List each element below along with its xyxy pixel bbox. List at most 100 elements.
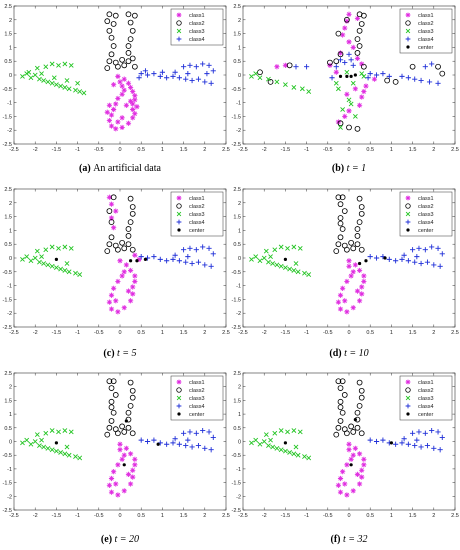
class3-marker (266, 76, 271, 82)
class4-marker (170, 256, 176, 262)
class1-marker (335, 482, 341, 488)
x-tick-label: 1 (161, 147, 164, 153)
class1-marker (346, 39, 352, 45)
class4-marker (337, 57, 344, 63)
center-marker (353, 73, 357, 77)
class1-marker (115, 95, 121, 102)
series-center (338, 73, 357, 78)
class4-marker (410, 430, 416, 436)
class4-marker (405, 219, 411, 225)
class4-marker (164, 258, 170, 264)
series-class2 (104, 11, 138, 71)
x-tick-label: 1 (390, 330, 393, 336)
class3-marker (405, 395, 411, 401)
class1-marker (361, 273, 367, 279)
series-class1 (106, 441, 138, 498)
x-tick-label: 0 (118, 147, 121, 153)
class4-marker (429, 244, 435, 250)
legend-label: center (418, 228, 433, 234)
x-tick-label: 2 (432, 147, 435, 153)
class4-marker (181, 64, 187, 70)
class2-marker (358, 430, 365, 437)
class4-marker (193, 430, 199, 436)
class3-marker (77, 272, 83, 277)
y-tick-label: 0 (238, 440, 241, 446)
class4-marker (367, 71, 373, 77)
class3-marker (274, 445, 280, 451)
x-tick-label: -0.5 (94, 513, 103, 519)
class3-marker (297, 245, 303, 251)
class2-marker (121, 62, 128, 69)
center-marker (389, 441, 393, 445)
class3-marker (306, 272, 312, 277)
y-tick-label: 1.5 (233, 215, 241, 221)
class2-marker (125, 409, 132, 416)
legend-label: class2 (189, 388, 205, 394)
legend: class1 class2 class3 class4 center (170, 191, 224, 237)
y-tick-label: -2.5 (3, 142, 12, 148)
class2-marker (125, 58, 132, 65)
panel-caption: (d) t = 10 (329, 348, 368, 359)
y-tick-label: 2.5 (4, 371, 12, 377)
legend-label: class3 (418, 212, 434, 218)
class4-marker (437, 263, 443, 269)
class1-marker (354, 288, 361, 294)
class2-marker (335, 424, 342, 431)
class1-marker (357, 102, 363, 108)
y-tick-label: 0 (9, 256, 12, 262)
class2-marker (108, 234, 115, 241)
class4-marker (439, 434, 445, 440)
class2-marker (337, 234, 344, 241)
y-tick-label: -0.5 (3, 270, 12, 276)
x-tick-label: -1 (75, 330, 80, 336)
class4-marker (176, 441, 182, 447)
class1-marker (352, 262, 358, 268)
class1-marker (106, 102, 112, 108)
y-tick-label: 0.5 (4, 59, 12, 65)
class2-marker (125, 226, 132, 232)
class1-marker (111, 106, 117, 113)
class4-marker (183, 76, 189, 82)
y-tick-label: -0.5 (232, 270, 241, 276)
class3-marker (54, 82, 59, 88)
y-tick-label: 2.5 (233, 371, 241, 377)
class2-marker (108, 51, 115, 58)
class2-marker (129, 430, 136, 437)
class4-marker (424, 443, 431, 449)
class2-marker (129, 394, 136, 401)
class4-marker (422, 64, 428, 70)
class4-marker (172, 69, 178, 75)
class3-marker (291, 268, 297, 273)
class4-marker (435, 245, 441, 251)
class4-marker (144, 438, 151, 445)
class4-marker (176, 36, 182, 42)
caption-text: t = 1 (347, 163, 367, 174)
class1-marker (117, 258, 123, 264)
class4-marker (185, 71, 191, 77)
class3-marker (302, 270, 307, 276)
class3-marker (253, 437, 259, 443)
y-tick-label: 0.5 (4, 242, 12, 248)
x-tick-label: -0.5 (94, 330, 103, 336)
class4-marker (176, 75, 182, 81)
class1-marker (108, 475, 115, 482)
class1-marker (119, 115, 125, 121)
y-tick-label: -1.5 (3, 297, 12, 303)
class3-marker (278, 428, 284, 433)
x-tick-label: 1 (390, 147, 393, 153)
class3-marker (49, 263, 55, 269)
class4-marker (206, 62, 212, 68)
class3-marker (56, 62, 61, 68)
class4-marker (304, 64, 310, 70)
class1-marker (344, 462, 350, 468)
legend-label: class3 (418, 29, 434, 35)
class1-marker (123, 102, 129, 108)
class4-marker (195, 259, 202, 265)
class4-marker (401, 436, 407, 442)
class3-marker (41, 78, 47, 83)
class1-marker (405, 379, 411, 385)
class2-marker (125, 11, 132, 18)
class4-marker (346, 51, 352, 57)
class4-marker (172, 252, 178, 258)
